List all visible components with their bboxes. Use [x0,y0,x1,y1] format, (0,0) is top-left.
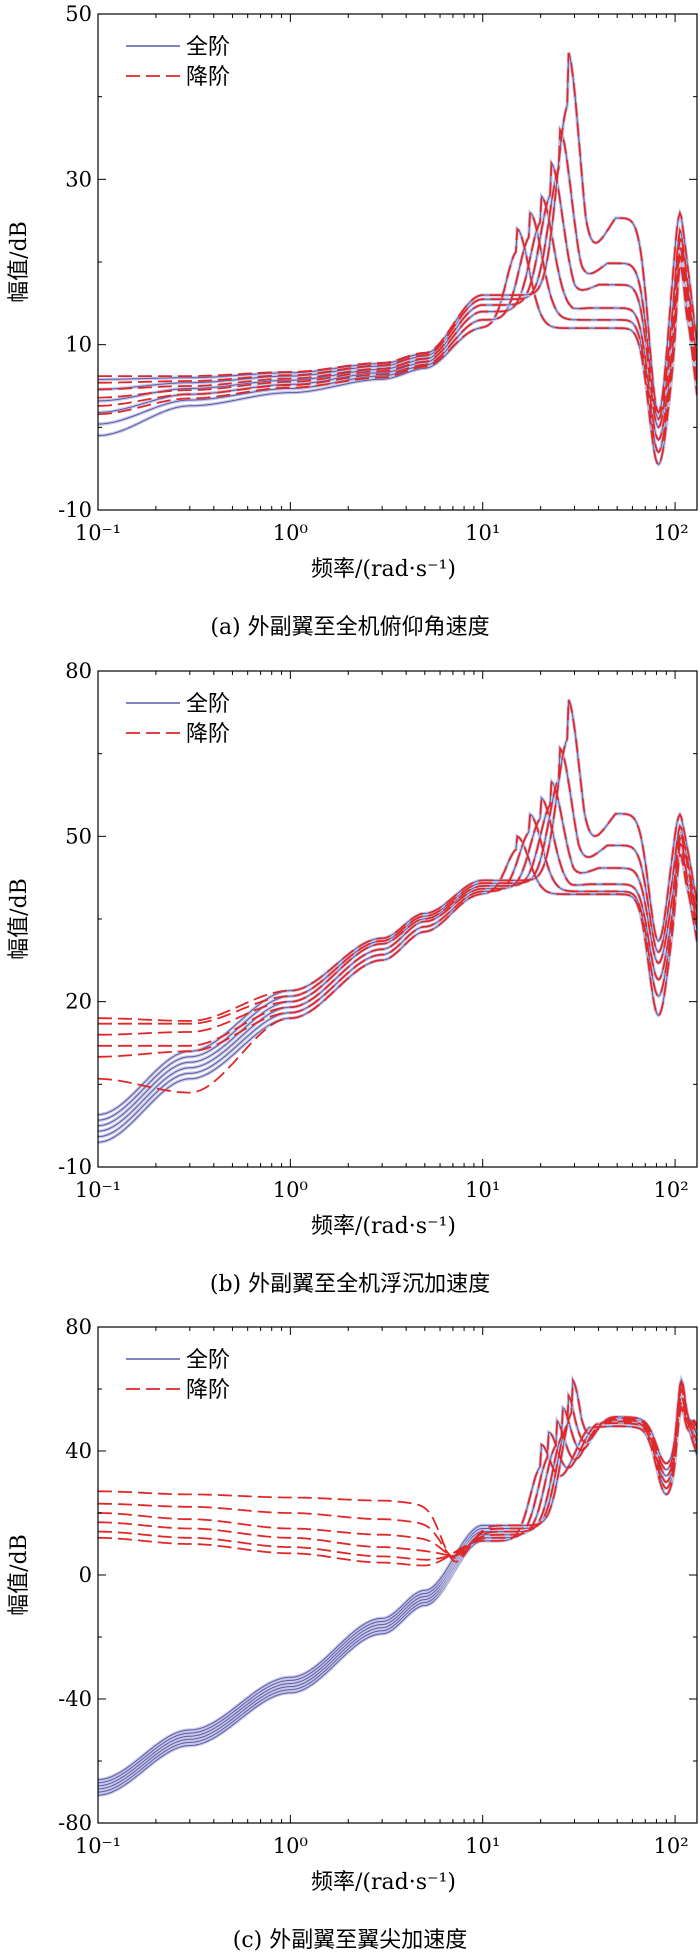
reduced-order-curve-2 [98,193,697,441]
x-tick-label: 10⁰ [273,1834,308,1858]
reduced-order-curve-0 [98,227,697,466]
full-order-curve-0 [98,835,697,1143]
y-tick-label: 0 [79,1563,92,1587]
y-tick-label: 30 [65,167,92,191]
figure-caption: (a) 外副翼至全机俯仰角速度 [210,615,489,640]
reduced-order-curve-1 [98,1398,697,1561]
x-tick-label: 10⁻¹ [75,521,121,545]
y-axis-label: 幅值/dB [7,1534,32,1616]
legend-reduced-order-label: 降阶 [186,722,230,747]
y-tick-label: -40 [58,1687,92,1711]
x-tick-label: 10² [654,1178,689,1202]
legend-reduced-order-label: 降阶 [186,1378,230,1403]
reduced-order-curve-2 [98,796,697,1047]
plot-area [98,1374,697,1797]
reduced-order-curve-5 [98,699,697,1022]
reduced-order-curve-0 [98,1404,697,1567]
reduced-order-curve-3 [98,779,697,1036]
x-axis-label: 频率/(rad·s⁻¹) [311,1214,456,1239]
full-order-band-3 [98,157,697,430]
reduced-order-curve-2 [98,1392,697,1557]
y-tick-label: 80 [65,1315,92,1339]
legend-reduced-order-label: 降阶 [186,65,230,90]
y-tick-label: 40 [65,1439,92,1463]
full-order-band-3 [98,1383,697,1788]
legend-full-order-label: 全阶 [186,692,230,717]
full-order-curve-4 [98,1381,697,1784]
y-tick-label: 50 [65,2,92,26]
x-tick-label: 10¹ [465,1178,500,1202]
full-order-band-2 [98,794,697,1133]
figure-caption: (b) 外副翼至全机浮沉加速度 [210,1272,490,1297]
chart-panel-1: 10⁻¹ 10⁰ 10¹ 10² -10 20 50 80 频率/(rad·s⁻¹) 幅值/dB (… [7,659,698,1297]
reduced-order-curve-5 [98,52,697,415]
reduced-order-curve-3 [98,1386,697,1557]
full-order-curve-1 [98,211,697,453]
y-tick-label: -10 [58,498,92,522]
reduced-order-curve-4 [98,745,697,1025]
y-tick-label: 20 [65,990,92,1014]
full-order-band-1 [98,208,697,455]
legend-full-order-label: 全阶 [186,35,230,60]
legend-full-order-label: 全阶 [186,1348,230,1373]
full-order-curve-3 [98,1387,697,1787]
full-order-band-4 [98,1377,697,1785]
full-order-band-5 [98,52,697,416]
x-axis-label: 频率/(rad·s⁻¹) [311,557,456,582]
x-tick-label: 10² [654,1834,689,1858]
full-order-curve-2 [98,796,697,1132]
reduced-order-curve-5 [98,1376,697,1563]
x-tick-label: 10² [654,521,689,545]
reduced-order-curve-1 [98,210,697,454]
x-tick-label: 10⁻¹ [75,1178,121,1202]
y-tick-label: 10 [65,333,92,357]
y-axis-label: 幅值/dB [7,878,32,960]
reduced-order-curve-4 [98,1379,697,1559]
plot-area [98,699,697,1144]
chart-panel-2: 10⁻¹ 10⁰ 10¹ 10² -80 -40 0 40 80 频率/(rad·s⁻¹) 幅值/d… [7,1315,698,1953]
full-order-band-0 [98,833,697,1144]
x-tick-label: 10¹ [465,521,500,545]
full-order-band-5 [98,699,697,1117]
x-tick-label: 10¹ [465,1834,500,1858]
reduced-order-curve-0 [98,834,697,1094]
chart-panel-0: 10⁻¹ 10⁰ 10¹ 10² -10 10 30 50 频率/(rad·s⁻¹) 幅值/dB (… [7,2,698,640]
reduced-order-curve-3 [98,160,697,429]
x-axis-label: 频率/(rad·s⁻¹) [311,1870,456,1895]
full-order-band-5 [98,1374,697,1782]
x-tick-label: 10⁰ [273,521,308,545]
x-tick-label: 10⁰ [273,1178,308,1202]
plot-area [98,52,697,467]
y-tick-label: -10 [58,1155,92,1179]
y-tick-label: 80 [65,659,92,683]
reduced-order-curve-1 [98,812,697,1058]
figure-caption: (c) 外副翼至翼尖加速度 [233,1928,467,1953]
y-tick-label: -80 [58,1811,92,1835]
full-order-curve-1 [98,813,697,1138]
x-tick-label: 10⁻¹ [75,1834,121,1858]
y-axis-label: 幅值/dB [7,221,32,303]
y-tick-label: 50 [65,824,92,848]
reduced-order-curve-4 [98,126,697,421]
full-order-band-1 [98,811,697,1139]
full-order-curve-5 [98,1378,697,1781]
